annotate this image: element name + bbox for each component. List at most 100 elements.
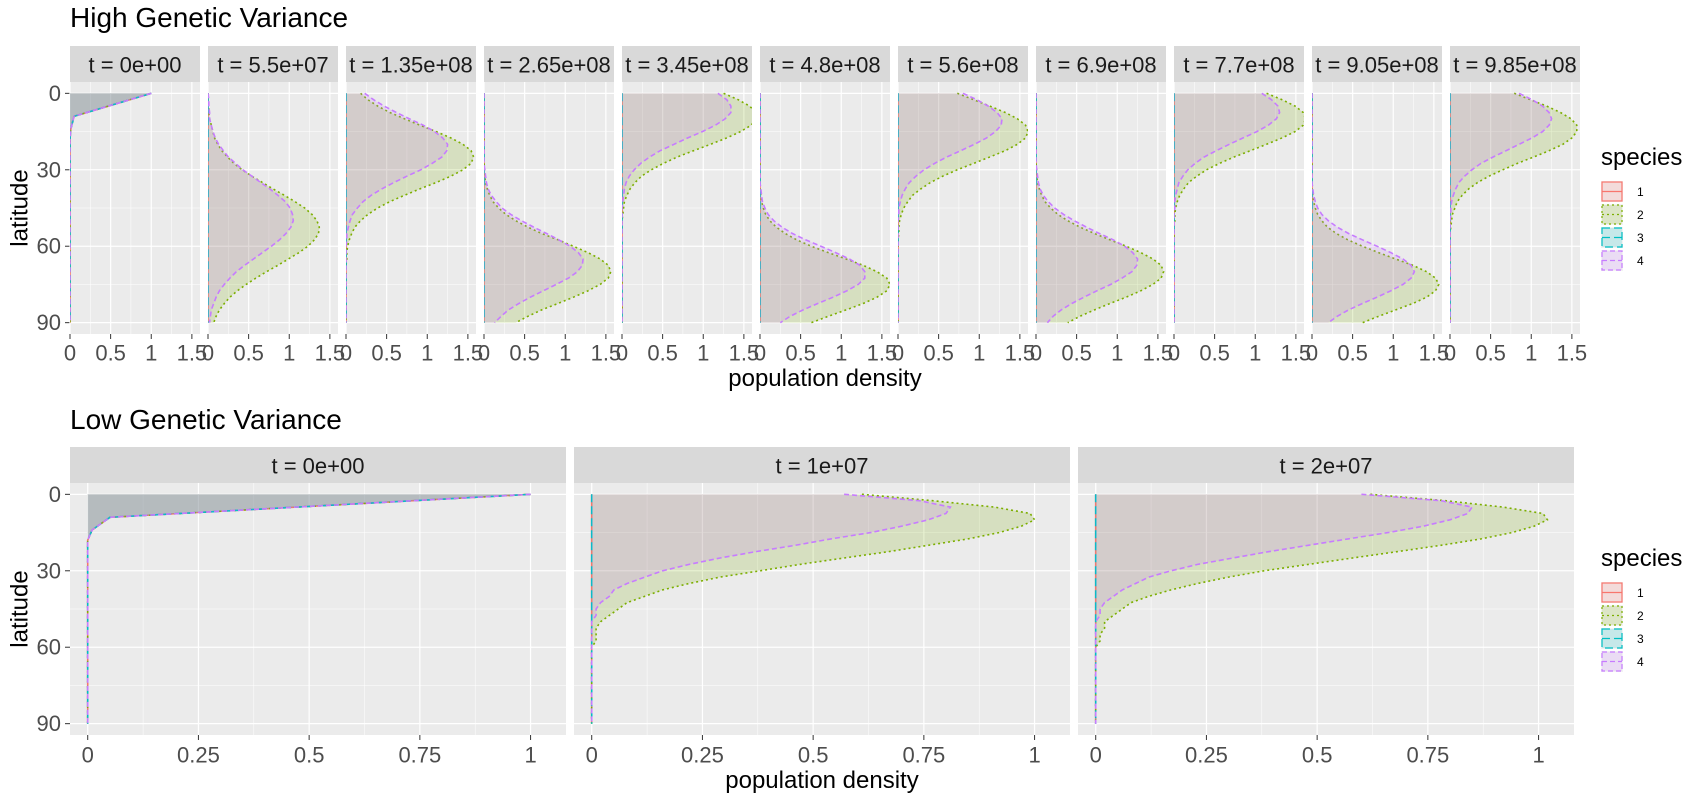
x-tick-label: 0.75 — [398, 743, 441, 768]
x-tick-label: 1 — [1028, 743, 1040, 768]
legend-key-2: 2 — [1601, 605, 1644, 626]
species-2-area — [898, 93, 1028, 323]
legend-label: 3 — [1637, 632, 1644, 646]
species-2-line — [484, 93, 612, 324]
species-4-area — [1036, 93, 1138, 323]
x-tick-label: 0.25 — [1185, 743, 1228, 768]
species-4-line — [1312, 93, 1416, 324]
x-tick-label: 1 — [1111, 341, 1123, 366]
species-2-area — [760, 93, 890, 323]
x-tick-label: 0.5 — [294, 743, 325, 768]
x-tick-label: 0.5 — [95, 341, 126, 366]
series-group — [484, 93, 612, 324]
x-tick-label: 0 — [82, 743, 94, 768]
species-2-line — [1312, 93, 1440, 324]
x-tick-label: 1.5 — [1005, 341, 1036, 366]
facet-strip-label: t = 5.6e+08 — [907, 53, 1018, 78]
x-tick-label: 0.5 — [647, 341, 678, 366]
facet-strip — [1078, 447, 1574, 483]
species-4-line — [1450, 92, 1553, 323]
x-tick-label: 0.5 — [1061, 341, 1092, 366]
x-tick-label: 0.5 — [923, 341, 954, 366]
species-2-area — [484, 93, 611, 323]
species-2-area — [1174, 93, 1304, 323]
species-2-line — [208, 93, 321, 323]
legend-key-bg — [1601, 628, 1623, 649]
species-4-area — [208, 93, 294, 323]
facet-strip — [1312, 46, 1442, 82]
x-tick-label: 0 — [586, 743, 598, 768]
facet-panel: t = 0e+00 0 0.5 1 1.5 — [64, 46, 207, 366]
facet-strip — [898, 46, 1028, 82]
facet-strip-label: t = 2.65e+08 — [487, 53, 611, 78]
facet-strip — [70, 46, 200, 82]
facet-strip-label: t = 9.85e+08 — [1453, 53, 1577, 78]
series-group — [590, 493, 1036, 724]
legend-title: species — [1601, 545, 1682, 572]
facet-strip-label: t = 5.5e+07 — [217, 53, 328, 78]
series-group — [898, 92, 1028, 323]
facet-strip-label: t = 2e+07 — [1280, 454, 1373, 479]
x-tick-label: 1 — [973, 341, 985, 366]
series-group — [1174, 92, 1304, 323]
x-tick-label: 0 — [1168, 341, 1180, 366]
legend-label: 1 — [1637, 586, 1644, 600]
legend-title: species — [1601, 144, 1682, 171]
species-4-line — [346, 92, 449, 323]
x-tick-label: 1 — [835, 341, 847, 366]
x-tick-label: 0.5 — [1302, 743, 1333, 768]
species-4-area — [760, 93, 865, 323]
x-tick-label: 0 — [616, 341, 628, 366]
x-tick-label: 1 — [559, 341, 571, 366]
facet-panel: t = 5.5e+07 0 0.5 1 1.5 — [202, 46, 345, 366]
x-tick-label: 1.5 — [867, 341, 898, 366]
facet-panel: t = 9.05e+08 0 0.5 1 1.5 — [1306, 46, 1449, 366]
facet-strip-label: t = 3.45e+08 — [625, 53, 749, 78]
x-tick-label: 0 — [1306, 341, 1318, 366]
x-tick-label: 1.5 — [591, 341, 622, 366]
x-tick-label: 0 — [1444, 341, 1456, 366]
x-tick-label: 1.5 — [177, 341, 208, 366]
species-4-area — [1095, 494, 1473, 724]
facet-strip — [346, 46, 476, 82]
x-tick-label: 1.5 — [315, 341, 346, 366]
legend-key-1: 1 — [1601, 181, 1644, 202]
x-tick-label: 0.5 — [798, 743, 829, 768]
facet-strip — [70, 447, 566, 483]
species-4-area — [622, 93, 731, 323]
x-tick-label: 1 — [1532, 743, 1544, 768]
y-tick-label: 90 — [37, 310, 61, 335]
y-tick-label: 30 — [37, 157, 61, 182]
y-tick-label: 60 — [37, 234, 61, 259]
x-tick-label: 0 — [1090, 743, 1102, 768]
facet-panel: t = 1e+07 0 0.25 0.5 0.75 1 — [574, 447, 1070, 768]
legend-label: 3 — [1637, 231, 1644, 245]
facet-panel: t = 2.65e+08 0 0.5 1 1.5 — [478, 46, 621, 366]
series-group — [1094, 493, 1549, 724]
x-tick-label: 1.5 — [1557, 341, 1588, 366]
facet-strip-label: t = 9.05e+08 — [1315, 53, 1439, 78]
facet-strip-label: t = 4.8e+08 — [769, 53, 880, 78]
legend-key-1: 1 — [1601, 582, 1644, 603]
species-4-line — [86, 493, 531, 724]
x-tick-label: 1 — [1249, 341, 1261, 366]
species-4-area — [1174, 93, 1280, 323]
species-2-area — [346, 93, 474, 323]
x-tick-label: 1 — [524, 743, 536, 768]
species-4-area — [1450, 93, 1552, 323]
species-4-area — [898, 93, 1002, 323]
species-4-line — [1036, 93, 1139, 324]
species-2-area — [1036, 93, 1164, 323]
series-group — [346, 92, 475, 323]
x-tick-label: 1.5 — [1419, 341, 1450, 366]
x-tick-label: 0.75 — [902, 743, 945, 768]
x-tick-label: 0.75 — [1406, 743, 1449, 768]
facet-panel: t = 4.8e+08 0 0.5 1 1.5 — [754, 46, 897, 366]
species-4-area — [1312, 93, 1415, 323]
x-tick-label: 1.5 — [1143, 341, 1174, 366]
legend-label: 2 — [1637, 208, 1644, 222]
x-tick-label: 0.5 — [509, 341, 540, 366]
species-2-area — [1312, 93, 1439, 323]
legend-key-bg — [1601, 227, 1623, 248]
